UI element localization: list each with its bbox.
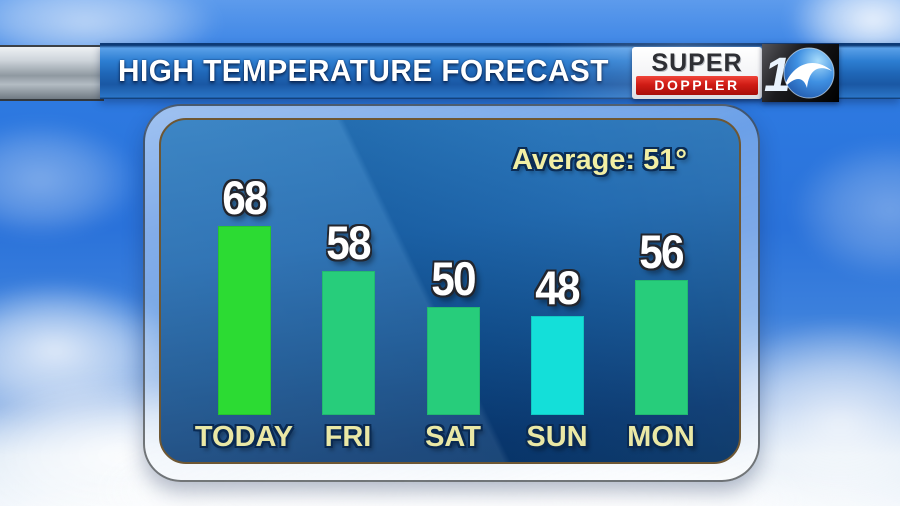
average-label: Average: 51° (512, 144, 687, 176)
bar-value-label: 48 (535, 261, 580, 314)
station-10-logo: 1 (762, 44, 839, 102)
bar-category-label: TODAY (194, 421, 294, 453)
banner-silver-segment (0, 45, 104, 101)
bar-category-label: FRI (324, 421, 372, 453)
bar-value-label: 58 (326, 216, 371, 269)
logo-doppler-text: DOPPLER (636, 76, 758, 95)
bar-value-label: 68 (222, 171, 267, 224)
bar-category-label: SUN (526, 421, 588, 453)
cloud (0, 120, 140, 240)
bar-value-label: 56 (639, 225, 684, 278)
wave-crest-icon: 1 (764, 47, 835, 102)
bar-category-label: MON (627, 421, 695, 453)
page-title: HIGH TEMPERATURE FORECAST (118, 53, 609, 88)
bar-fri (321, 271, 375, 415)
bar-today (217, 226, 271, 415)
logo-super-text: SUPER (651, 49, 743, 77)
bar-category-label: SAT (425, 421, 481, 453)
bar-mon (634, 280, 688, 415)
bar-chart: 68 TODAY 58 FRI 50 SAT 48 SUN 56 MON (161, 120, 739, 462)
bar-sat (426, 307, 480, 415)
cloud (790, 140, 900, 280)
super-doppler-logo: SUPER DOPPLER (632, 47, 762, 99)
bar-sun (530, 316, 584, 415)
chart-panel: Average: 51° 68 TODAY 58 FRI 50 SAT 48 SUN 56 MON (159, 118, 741, 464)
bar-value-label: 50 (431, 252, 476, 305)
